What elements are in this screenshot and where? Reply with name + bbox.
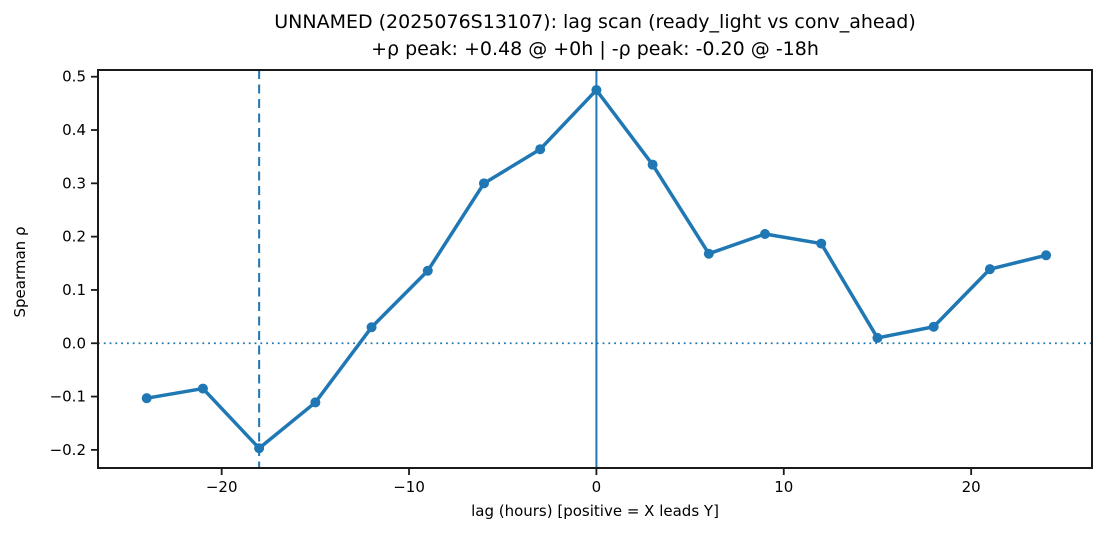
y-tick-label: 0.3 [62, 174, 86, 192]
x-tick-label: 0 [592, 478, 602, 496]
plot-border [97, 69, 1093, 469]
y-tick-label: 0.2 [62, 228, 86, 246]
data-point-marker [872, 332, 883, 343]
y-tick-label: 0.0 [62, 334, 86, 352]
y-tick-label: 0.5 [62, 68, 86, 86]
chart-title: UNNAMED (2025076S13107): lag scan (ready… [274, 11, 916, 33]
x-axis-label: lag (hours) [positive = X leads Y] [471, 502, 719, 520]
data-point-marker [703, 248, 714, 259]
data-point-marker [760, 228, 771, 239]
data-point-marker [422, 265, 433, 276]
chart-subtitle: +ρ peak: +0.48 @ +0h | -ρ peak: -0.20 @ … [371, 38, 819, 60]
data-point-marker [310, 397, 321, 408]
y-tick-label: −0.1 [50, 388, 86, 406]
y-tick-label: −0.2 [50, 441, 86, 459]
y-tick-label: 0.4 [62, 121, 86, 139]
y-tick-label: 0.1 [62, 281, 86, 299]
y-axis-label: Spearman ρ [11, 226, 29, 318]
data-point-marker [928, 321, 939, 332]
data-point-marker [535, 144, 546, 155]
data-point-marker [816, 238, 827, 249]
x-tick-label: 10 [774, 478, 793, 496]
data-point-marker [197, 383, 208, 394]
data-point-marker [478, 178, 489, 189]
x-tick-label: 20 [962, 478, 981, 496]
data-point-marker [647, 159, 658, 170]
x-tick-label: −20 [206, 478, 238, 496]
data-point-marker [984, 264, 995, 275]
data-point-marker [141, 393, 152, 404]
data-point-marker [1041, 250, 1052, 261]
data-point-marker [366, 322, 377, 333]
x-tick-label: −10 [393, 478, 425, 496]
data-point-marker [254, 443, 265, 454]
data-point-marker [591, 85, 602, 96]
